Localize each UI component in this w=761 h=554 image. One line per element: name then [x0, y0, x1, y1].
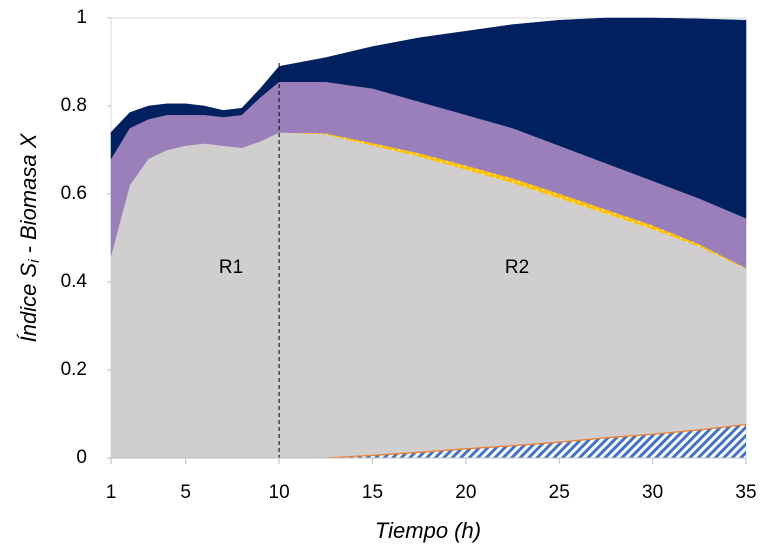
area	[111, 425, 746, 458]
y-title-rest: - Biomasa X	[16, 132, 41, 259]
annotation: R2	[505, 257, 529, 278]
y-tick-label: 1	[76, 7, 87, 28]
y-tick-label: 0	[76, 447, 87, 468]
x-tick-label: 20	[455, 482, 476, 503]
x-tick-label: 1	[106, 482, 117, 503]
x-tick-label: 5	[180, 482, 191, 503]
area	[110, 17, 747, 219]
y-title-sub: i	[26, 259, 43, 263]
y-tick-label: 0.2	[61, 359, 87, 380]
annotation: R1	[219, 257, 243, 278]
y-title-main: Índice S	[16, 263, 41, 343]
x-tick-label: 15	[362, 482, 383, 503]
y-axis-title: Índice Si - Biomasa X	[16, 132, 43, 342]
x-axis-title: Tiempo (h)	[375, 518, 481, 543]
y-tick-label: 0.6	[61, 183, 87, 204]
x-tick-label: 35	[735, 482, 756, 503]
x-tick-label: 10	[269, 482, 290, 503]
x-tick-label: 30	[642, 482, 663, 503]
y-tick-label: 0.4	[61, 271, 88, 292]
y-tick-label: 0.8	[61, 95, 87, 116]
x-tick-label: 25	[549, 482, 570, 503]
